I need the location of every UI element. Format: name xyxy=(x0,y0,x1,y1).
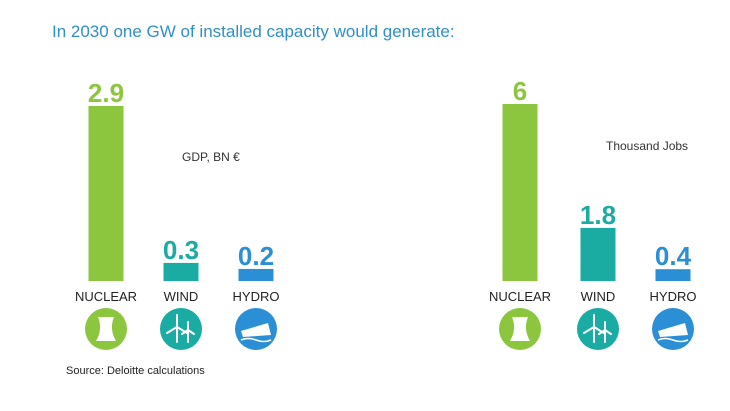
dam-water xyxy=(240,337,272,343)
value-label: 0.4 xyxy=(655,241,692,271)
value-label: 0.3 xyxy=(163,235,199,265)
value-label: 0.2 xyxy=(238,241,274,271)
chart-1: GDP, BN € 2.9 NUCLEAR 0.3 WIND 0.2 HYDRO xyxy=(75,78,280,350)
bar-nuclear xyxy=(502,104,538,281)
bar-nuclear xyxy=(88,106,124,281)
turbine-blades xyxy=(166,314,195,343)
category-label: NUCLEAR xyxy=(489,289,551,304)
unit-label: Thousand Jobs xyxy=(606,139,688,153)
category-label: NUCLEAR xyxy=(75,289,137,304)
dam-wall xyxy=(658,323,688,337)
dam-wall xyxy=(241,323,271,337)
category-label: WIND xyxy=(164,289,199,304)
bar-hydro xyxy=(238,268,274,281)
source-note: Source: Deloitte calculations xyxy=(66,365,205,377)
cooling-tower-shape xyxy=(510,317,530,341)
value-label: 1.8 xyxy=(580,200,616,230)
bar-hydro xyxy=(655,269,691,281)
chart-2: Thousand Jobs 6 NUCLEAR 1.8 WIND 0.4 HYDRO xyxy=(489,76,697,350)
category-label: WIND xyxy=(581,289,616,304)
bar-wind xyxy=(163,262,199,281)
dam-water xyxy=(657,337,689,343)
unit-label: GDP, BN € xyxy=(182,150,240,164)
bar-wind xyxy=(580,227,616,281)
category-label: HYDRO xyxy=(233,289,280,304)
category-label: HYDRO xyxy=(650,289,697,304)
value-label: 6 xyxy=(513,76,527,106)
cooling-tower-shape xyxy=(96,317,116,341)
value-label: 2.9 xyxy=(88,78,124,108)
turbine-blades xyxy=(583,314,612,343)
chart-title: In 2030 one GW of installed capacity wou… xyxy=(52,22,455,41)
